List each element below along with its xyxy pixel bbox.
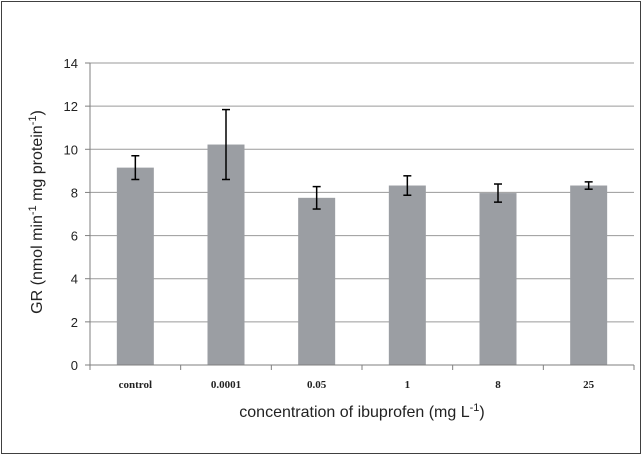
bar: [116, 167, 154, 365]
x-tick-label: 25: [583, 379, 595, 391]
bars: [116, 144, 608, 365]
axes: [89, 63, 634, 366]
bar: [207, 144, 245, 365]
y-tick-label: 10: [64, 142, 78, 157]
error-bar: [131, 155, 140, 181]
y-tick-labels: 0 2 4 6 8 10 12 14: [64, 56, 78, 373]
y-tick-label: 14: [64, 56, 78, 71]
x-tick-label: 1: [405, 379, 411, 391]
gridlines: [85, 62, 634, 366]
error-bar: [222, 108, 230, 181]
x-category-labels: control 0.0001 0.05 1 8 25: [89, 365, 635, 391]
y-tick-label: 8: [71, 185, 78, 200]
y-tick-label: 2: [71, 315, 78, 330]
x-tick-label: control: [119, 379, 152, 391]
error-bars: [131, 108, 593, 210]
x-tick-label: 8: [495, 379, 501, 391]
y-tick-label: 12: [64, 99, 78, 114]
error-bar: [584, 181, 593, 190]
bar: [479, 193, 517, 365]
x-tick-label: 0.0001: [211, 379, 241, 391]
bar: [388, 185, 426, 365]
y-tick-label: 6: [71, 229, 78, 244]
y-axis-label: GR (nmol min-1 mg protein-1): [27, 110, 46, 314]
error-bar: [312, 185, 321, 210]
bar: [570, 185, 608, 365]
y-tick-label: 0: [71, 358, 78, 373]
error-bar: [403, 175, 412, 196]
bar: [298, 197, 336, 365]
y-tick-label: 4: [71, 272, 78, 287]
x-tick-label: 0.05: [307, 379, 327, 391]
error-bar: [494, 183, 502, 203]
x-axis-label: concentration of ibuprofen (mg L-1): [239, 402, 484, 421]
